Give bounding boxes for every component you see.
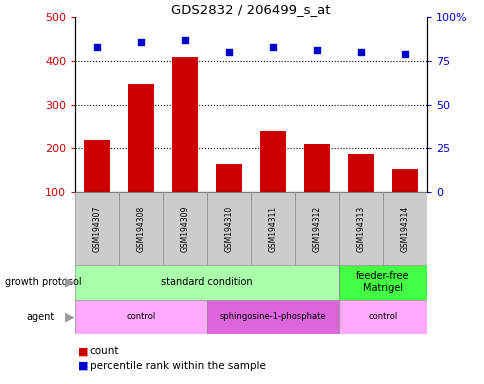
Point (312, 47, 320, 53)
Title: GDS2832 / 206499_s_at: GDS2832 / 206499_s_at (171, 3, 330, 16)
Bar (294, 192, 338, 265)
Bar (84, 140, 110, 192)
Point (400, 51, 408, 57)
Bar (303, 144, 330, 192)
Text: ▶: ▶ (64, 310, 74, 323)
Text: GSM194311: GSM194311 (268, 205, 277, 252)
Text: count: count (90, 346, 119, 356)
Point (225, 49, 232, 55)
Bar (382, 192, 426, 265)
Bar (207, 192, 251, 265)
Text: growth protocol: growth protocol (5, 277, 81, 287)
Bar (75, 192, 119, 265)
Text: percentile rank within the sample: percentile rank within the sample (90, 361, 265, 371)
Bar (251, 192, 294, 265)
Text: GSM194310: GSM194310 (224, 205, 233, 252)
Text: ■: ■ (77, 361, 88, 371)
Bar (128, 84, 154, 192)
Text: GSM194309: GSM194309 (180, 205, 189, 252)
Text: feeder-free
Matrigel: feeder-free Matrigel (355, 271, 409, 293)
Point (356, 49, 364, 55)
Text: ■: ■ (77, 346, 88, 356)
Text: GSM194307: GSM194307 (92, 205, 102, 252)
Point (181, 37, 189, 43)
Text: standard condition: standard condition (161, 277, 252, 287)
Point (93, 44, 101, 50)
Bar (207, 300, 338, 334)
Bar (171, 56, 198, 192)
Point (137, 39, 145, 45)
Text: sphingosine-1-phosphate: sphingosine-1-phosphate (219, 312, 326, 321)
Bar (338, 192, 382, 265)
Bar (215, 164, 242, 192)
Bar (119, 192, 163, 265)
Text: agent: agent (27, 312, 55, 322)
Text: control: control (367, 312, 397, 321)
Text: GSM194312: GSM194312 (312, 205, 321, 252)
Text: GSM194313: GSM194313 (356, 205, 364, 252)
Text: control: control (126, 312, 155, 321)
Bar (338, 265, 426, 300)
Text: GSM194308: GSM194308 (136, 205, 145, 252)
Bar (259, 131, 286, 192)
Bar (391, 169, 417, 192)
Bar (75, 300, 207, 334)
Bar (75, 265, 338, 300)
Text: ▶: ▶ (64, 276, 74, 289)
Point (269, 44, 276, 50)
Text: GSM194314: GSM194314 (399, 205, 408, 252)
Bar (163, 192, 207, 265)
Bar (347, 154, 373, 192)
Bar (338, 300, 426, 334)
